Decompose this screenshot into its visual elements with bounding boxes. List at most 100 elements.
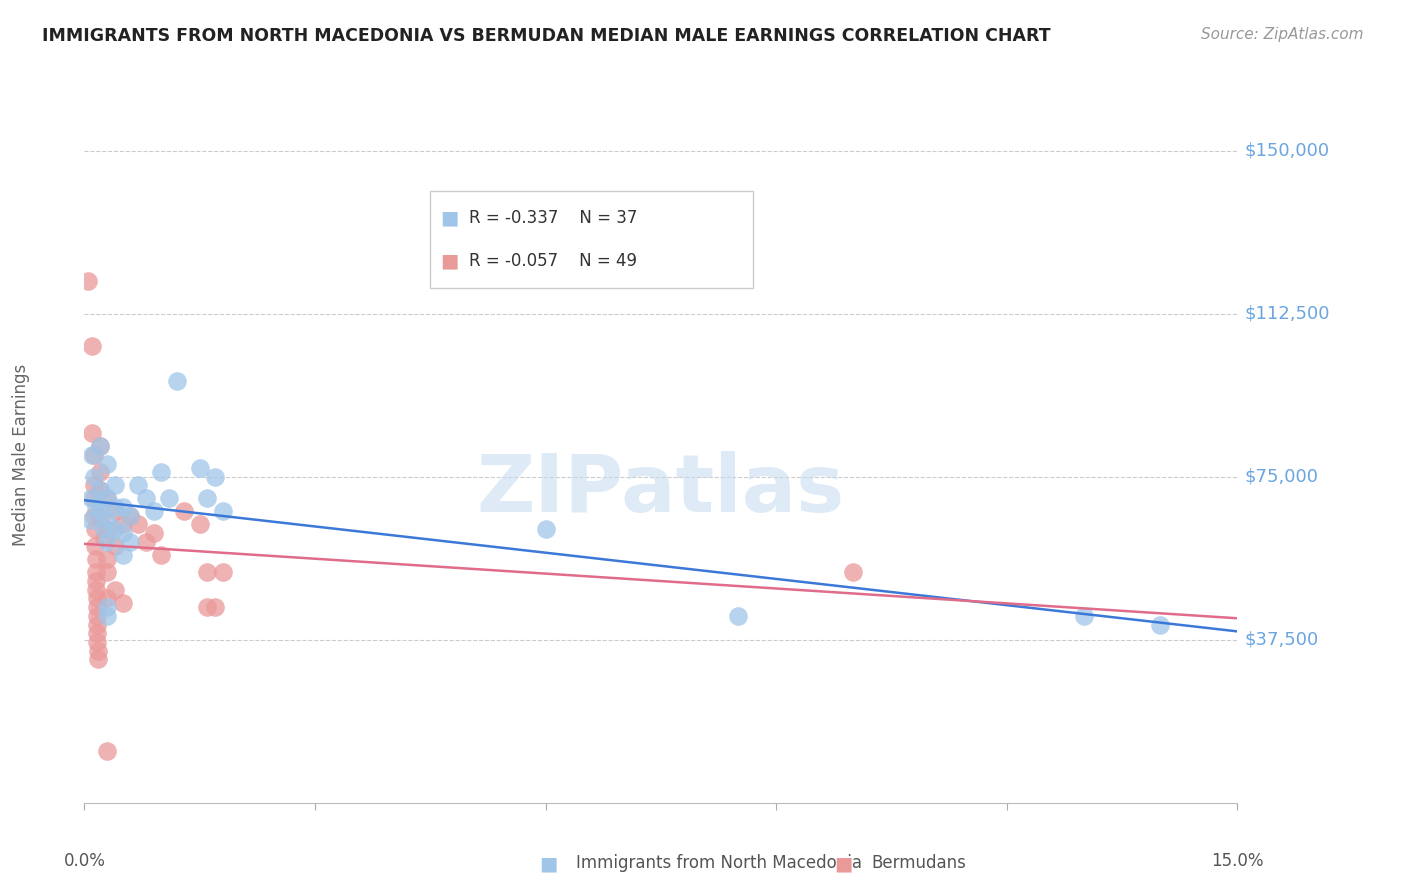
Point	[83, 469, 105, 483]
Point	[135, 491, 157, 506]
Point	[120, 535, 142, 549]
Point	[89, 483, 111, 497]
Text: $150,000: $150,000	[1244, 142, 1330, 160]
Point	[166, 374, 188, 388]
Point	[127, 478, 149, 492]
Point	[142, 504, 165, 518]
Point	[84, 539, 107, 553]
Point	[80, 448, 103, 462]
Point	[96, 744, 118, 758]
Point	[84, 582, 107, 597]
Point	[104, 500, 127, 514]
Text: Immigrants from North Macedonia: Immigrants from North Macedonia	[576, 855, 862, 872]
Point	[96, 535, 118, 549]
Point	[211, 566, 233, 580]
Point	[96, 513, 118, 527]
Text: $37,500: $37,500	[1244, 631, 1319, 648]
Point	[86, 608, 108, 623]
Point	[104, 478, 127, 492]
Point	[204, 600, 226, 615]
Point	[89, 483, 111, 497]
Point	[96, 552, 118, 566]
Point	[195, 491, 218, 506]
Text: ■: ■	[440, 209, 458, 227]
Point	[93, 522, 115, 536]
Point	[84, 574, 107, 588]
Point	[157, 491, 180, 506]
Point	[96, 600, 118, 615]
Point	[135, 535, 157, 549]
Point	[93, 531, 115, 545]
Point	[111, 517, 134, 532]
Text: ■: ■	[440, 252, 458, 270]
Text: ■: ■	[538, 854, 558, 873]
Text: ZIPatlas: ZIPatlas	[477, 450, 845, 529]
Point	[842, 566, 865, 580]
Point	[96, 608, 118, 623]
Point	[150, 466, 173, 480]
Point	[83, 508, 105, 523]
Point	[142, 526, 165, 541]
Point	[86, 626, 108, 640]
Point	[188, 461, 211, 475]
Point	[96, 457, 118, 471]
Point	[87, 643, 110, 657]
Point	[1073, 608, 1095, 623]
Point	[84, 522, 107, 536]
Point	[80, 426, 103, 441]
Point	[86, 635, 108, 649]
Point	[111, 526, 134, 541]
Point	[83, 491, 105, 506]
Point	[86, 591, 108, 606]
Point	[86, 600, 108, 615]
Point	[96, 566, 118, 580]
Point	[111, 596, 134, 610]
Point	[96, 491, 118, 506]
Point	[96, 491, 118, 506]
Point	[83, 478, 105, 492]
Point	[204, 469, 226, 483]
Point	[89, 439, 111, 453]
Text: R = -0.057    N = 49: R = -0.057 N = 49	[470, 252, 637, 269]
Point	[84, 566, 107, 580]
Text: $112,500: $112,500	[1244, 304, 1330, 323]
Point	[104, 539, 127, 553]
Text: ■: ■	[834, 854, 853, 873]
Text: 15.0%: 15.0%	[1211, 852, 1264, 870]
Point	[77, 274, 100, 288]
Text: 0.0%: 0.0%	[63, 852, 105, 870]
Point	[127, 517, 149, 532]
Point	[111, 548, 134, 562]
Point	[104, 522, 127, 536]
Point	[96, 591, 118, 606]
Text: IMMIGRANTS FROM NORTH MACEDONIA VS BERMUDAN MEDIAN MALE EARNINGS CORRELATION CHA: IMMIGRANTS FROM NORTH MACEDONIA VS BERMU…	[42, 27, 1050, 45]
Point	[111, 500, 134, 514]
Text: Median Male Earnings: Median Male Earnings	[11, 364, 30, 546]
Point	[96, 522, 118, 536]
Point	[83, 448, 105, 462]
Point	[195, 600, 218, 615]
Point	[84, 500, 107, 514]
Point	[89, 439, 111, 453]
Point	[79, 491, 101, 506]
Text: Bermudans: Bermudans	[872, 855, 966, 872]
Point	[90, 504, 112, 518]
Point	[84, 552, 107, 566]
Point	[1149, 617, 1171, 632]
Point	[89, 508, 111, 523]
Text: Source: ZipAtlas.com: Source: ZipAtlas.com	[1201, 27, 1364, 42]
Text: $75,000: $75,000	[1244, 467, 1319, 485]
Point	[86, 617, 108, 632]
Point	[727, 608, 749, 623]
Point	[188, 517, 211, 532]
Point	[104, 504, 127, 518]
Point	[120, 508, 142, 523]
Point	[104, 582, 127, 597]
Point	[211, 504, 233, 518]
Point	[89, 466, 111, 480]
Point	[195, 566, 218, 580]
Point	[80, 513, 103, 527]
Point	[87, 652, 110, 666]
Point	[80, 339, 103, 353]
Text: R = -0.337    N = 37: R = -0.337 N = 37	[470, 209, 637, 227]
